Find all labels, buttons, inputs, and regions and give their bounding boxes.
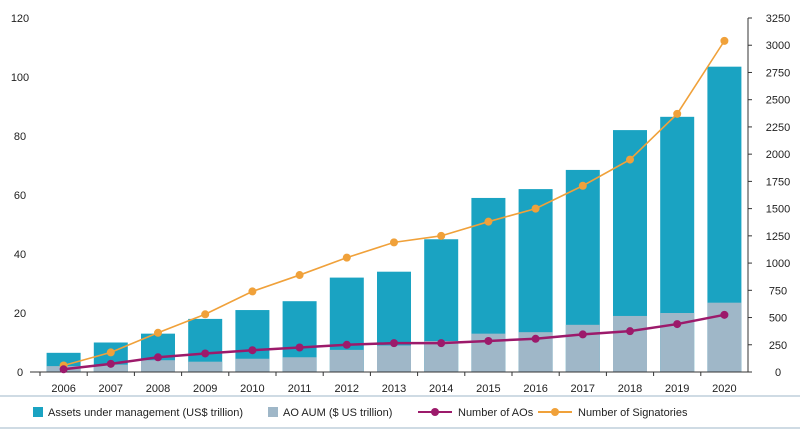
number-of-signatories-point-2012 bbox=[342, 253, 351, 262]
y-left-tick-label: 40 bbox=[14, 249, 26, 261]
ao-aum-bar-2008 bbox=[141, 360, 175, 372]
ao-aum-bar-2011 bbox=[282, 357, 317, 372]
x-tick-label: 2007 bbox=[99, 383, 123, 395]
x-tick-label: 2014 bbox=[429, 383, 453, 395]
legend: Assets under management (US$ trillion) AO… bbox=[0, 395, 800, 429]
number-of-signatories-point-2009 bbox=[201, 310, 210, 319]
number-of-aos-point-2006 bbox=[59, 365, 68, 374]
number-of-aos-point-2008 bbox=[154, 353, 162, 362]
number-of-aos-point-2011 bbox=[295, 343, 304, 352]
number-of-signatories-point-2019 bbox=[673, 109, 682, 118]
ao-aum-bar-2010 bbox=[235, 358, 270, 372]
y-right-tick-label: 1250 bbox=[766, 231, 790, 243]
number-of-aos-point-2010 bbox=[248, 346, 257, 355]
number-of-signatories-point-2016 bbox=[531, 204, 540, 213]
y-left-tick-label: 20 bbox=[14, 308, 26, 320]
y-right-tick-label: 2750 bbox=[766, 67, 790, 79]
y-left-tick-label: 80 bbox=[14, 131, 26, 143]
legend-number-of-signatories-label: Number of Signatories bbox=[578, 407, 688, 419]
lines-layer bbox=[59, 36, 729, 374]
x-tick-label: 2006 bbox=[51, 383, 75, 395]
number-of-aos-point-2012 bbox=[342, 340, 351, 349]
y-right-tick-label: 0 bbox=[775, 367, 781, 379]
number-of-aos-point-2019 bbox=[673, 320, 682, 329]
x-tick-label: 2011 bbox=[288, 383, 312, 395]
y-right-tick-label: 3000 bbox=[766, 40, 790, 52]
number-of-aos-point-2018 bbox=[626, 327, 634, 336]
x-tick-label: 2015 bbox=[476, 383, 500, 395]
number-of-signatories-point-2013 bbox=[390, 238, 398, 247]
legend-number-of-aos-label: Number of AOs bbox=[458, 407, 534, 419]
legend-ao-aum-label: AO AUM ($ US trillion) bbox=[283, 407, 392, 419]
ao-aum-bar-2009 bbox=[188, 361, 223, 372]
y-left-tick-label: 60 bbox=[14, 190, 26, 202]
ao-aum-bar-2018 bbox=[613, 315, 647, 372]
y-right-tick-label: 1500 bbox=[766, 204, 790, 216]
legend-ao-aum-swatch bbox=[268, 407, 278, 417]
axes-layer: 2006 2007 2008 2009 2010 2011 2012 2013 2014 2015… bbox=[11, 13, 790, 395]
x-tick-label: 2009 bbox=[193, 383, 217, 395]
y-left-tick-label: 120 bbox=[11, 13, 29, 25]
number-of-aos-point-2017 bbox=[578, 330, 587, 339]
legend-number-of-aos-marker bbox=[431, 408, 439, 416]
y-left-tick-label: 0 bbox=[17, 367, 23, 379]
ao-aum-bar-2012 bbox=[329, 349, 364, 372]
number-of-aos-point-2016 bbox=[531, 334, 540, 343]
number-of-aos-point-2015 bbox=[484, 336, 493, 345]
x-tick-label: 2010 bbox=[240, 383, 264, 395]
legend-number-of-signatories-marker bbox=[551, 408, 559, 416]
number-of-aos-point-2014 bbox=[437, 339, 446, 348]
x-tick-label: 2008 bbox=[146, 383, 170, 395]
number-of-signatories-point-2018 bbox=[626, 155, 634, 164]
number-of-signatories-point-2015 bbox=[484, 217, 493, 226]
ao-aum-bar-2013 bbox=[377, 345, 411, 372]
legend-aum-swatch bbox=[33, 407, 43, 417]
number-of-signatories-point-2014 bbox=[437, 231, 446, 240]
x-tick-label: 2019 bbox=[665, 383, 689, 395]
number-of-aos-point-2020 bbox=[720, 310, 729, 319]
legend-aum-label: Assets under management (US$ trillion) bbox=[48, 407, 243, 419]
y-left-tick-label: 100 bbox=[11, 72, 29, 84]
y-right-tick-label: 1000 bbox=[766, 258, 790, 270]
x-tick-label: 2016 bbox=[523, 383, 547, 395]
number-of-signatories-point-2010 bbox=[248, 287, 257, 296]
number-of-signatories-point-2020 bbox=[720, 36, 729, 45]
x-tick-label: 2012 bbox=[335, 383, 359, 395]
y-right-tick-label: 250 bbox=[769, 340, 787, 352]
x-tick-label: 2017 bbox=[571, 383, 595, 395]
y-right-tick-label: 1750 bbox=[766, 176, 790, 188]
number-of-signatories-point-2008 bbox=[154, 328, 162, 337]
y-right-tick-label: 500 bbox=[769, 313, 787, 325]
ao-aum-bar-2007 bbox=[93, 364, 128, 372]
y-right-tick-label: 2250 bbox=[766, 122, 790, 134]
y-right-tick-label: 750 bbox=[769, 285, 787, 297]
number-of-aos-point-2009 bbox=[201, 349, 210, 358]
bars-layer bbox=[46, 66, 742, 373]
y-right-tick-label: 3250 bbox=[766, 13, 790, 25]
y-right-tick-label: 2000 bbox=[766, 149, 790, 161]
number-of-signatories-point-2017 bbox=[578, 181, 587, 190]
number-of-signatories-point-2011 bbox=[295, 271, 304, 280]
x-tick-label: 2018 bbox=[618, 383, 642, 395]
number-of-signatories-point-2007 bbox=[106, 348, 115, 357]
number-of-aos-point-2013 bbox=[390, 339, 398, 348]
y-right-tick-label: 2500 bbox=[766, 95, 790, 107]
x-tick-label: 2020 bbox=[712, 383, 736, 395]
x-tick-label: 2013 bbox=[382, 383, 406, 395]
number-of-aos-point-2007 bbox=[106, 359, 115, 368]
